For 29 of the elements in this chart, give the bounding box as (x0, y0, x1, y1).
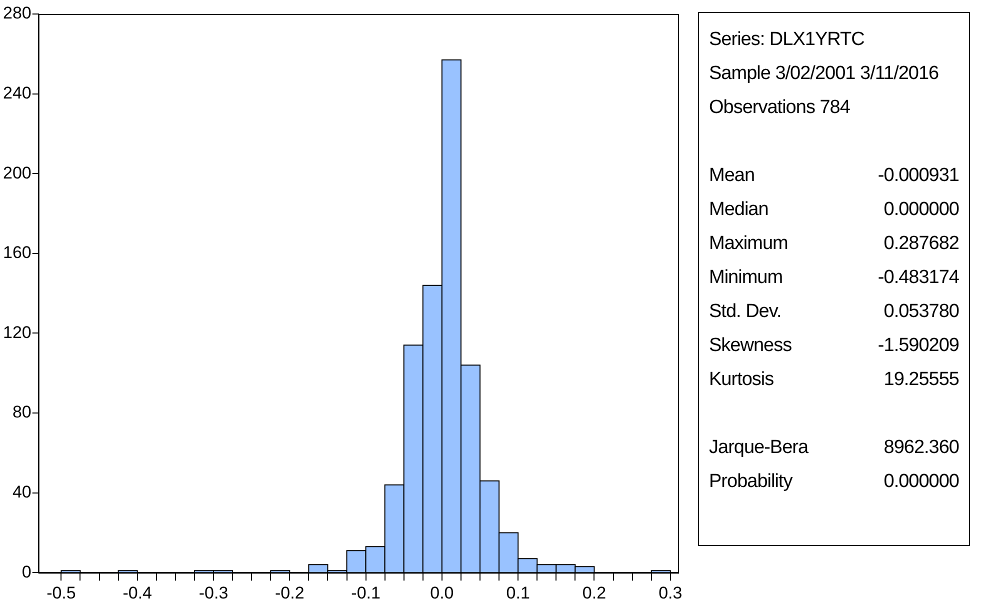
text: Maximum 0.287682 (709, 233, 959, 254)
text: Series: DLX1YRTC (709, 28, 864, 52)
y-tick-label: 40 (12, 482, 32, 502)
text: Observations 784 (709, 96, 850, 120)
x-tick-label: -0.5 (46, 583, 76, 602)
x-tick-label: 0.0 (430, 583, 454, 602)
text: Jarque-Bera 8962.360 (709, 437, 959, 458)
text: Std. Dev. 0.053780 (709, 301, 959, 322)
y-tick-label: 120 (2, 322, 32, 342)
x-tick-label: 0.3 (658, 583, 682, 602)
text: Skewness -1.590209 (709, 335, 959, 356)
y-tick-label: 240 (2, 83, 32, 102)
text: Probability 0.000000 (709, 471, 959, 492)
y-tick-label: 280 (2, 4, 32, 23)
x-tick-label: 0.2 (582, 583, 606, 602)
y-tick-label: 80 (12, 402, 32, 422)
x-tick-label: -0.1 (351, 583, 380, 602)
text: Median 0.000000 (709, 199, 959, 220)
y-tick-label: 0 (22, 562, 32, 582)
x-tick-label: -0.4 (122, 583, 152, 602)
x-tick-label: -0.3 (198, 583, 228, 602)
text: Sample 3/02/2001 3/11/2016 (709, 62, 939, 86)
text: Kurtosis 19.25555 (709, 369, 959, 390)
y-tick-label: 160 (2, 243, 32, 262)
y-tick-label: 200 (2, 163, 32, 182)
x-tick-label: 0.1 (506, 583, 530, 602)
x-tick-label: -0.2 (275, 583, 304, 602)
text: Minimum -0.483174 (709, 267, 959, 288)
text: Mean -0.000931 (709, 165, 959, 186)
